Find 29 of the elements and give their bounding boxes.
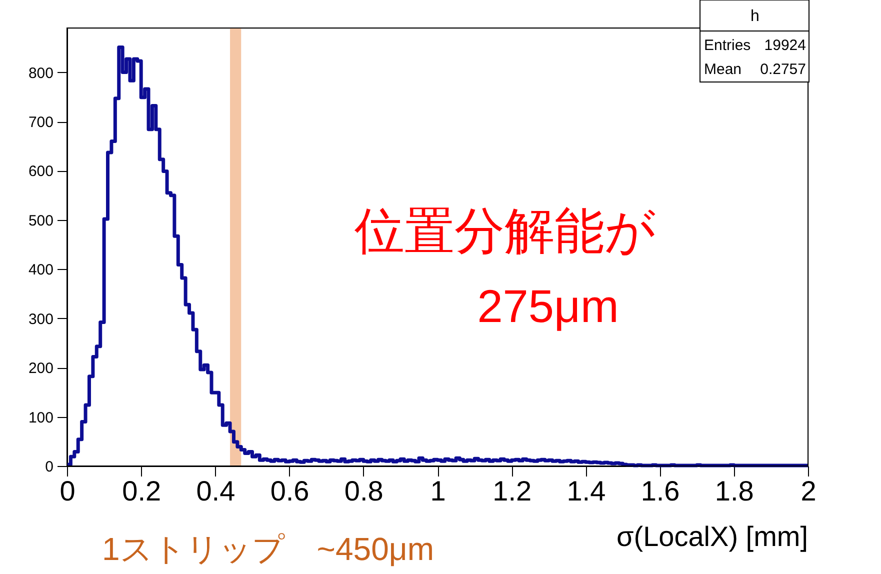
annotation: 275μm bbox=[477, 280, 619, 332]
y-tick-label: 400 bbox=[28, 262, 54, 279]
x-tick-label: 0.8 bbox=[344, 476, 384, 506]
y-tick-label: 100 bbox=[28, 409, 54, 426]
x-tick-label: 1.8 bbox=[714, 476, 754, 506]
annotation: 19924 bbox=[764, 37, 806, 54]
annotation: Entries bbox=[704, 37, 751, 54]
x-tick-label: 1.6 bbox=[640, 476, 680, 506]
x-tick-label: 2 bbox=[800, 476, 816, 506]
text: h bbox=[750, 8, 760, 25]
text: 1ストリップ ~450μm bbox=[102, 531, 434, 567]
y-tick-label: 200 bbox=[28, 360, 54, 378]
x-tick-label: 0.2 bbox=[122, 476, 162, 506]
x-tick-label: 0.6 bbox=[270, 476, 310, 506]
y-tick-label: 300 bbox=[28, 310, 54, 328]
annotation: Mean bbox=[704, 61, 742, 78]
x-tick-label: 1.4 bbox=[566, 476, 606, 506]
x-axis-title: σ(LocalX) [mm] bbox=[616, 521, 808, 552]
y-tick-label: 0 bbox=[45, 458, 54, 476]
x-tick-label: 0 bbox=[60, 476, 76, 506]
annotation: 0.2757 bbox=[760, 61, 806, 78]
y-tick-label: 600 bbox=[28, 163, 54, 180]
x-tick-label: 1 bbox=[430, 476, 446, 506]
y-tick-label: 500 bbox=[28, 212, 54, 230]
y-tick-label: 800 bbox=[28, 64, 54, 82]
x-tick-label: 0.4 bbox=[196, 476, 236, 506]
x-tick-label: 1.2 bbox=[492, 476, 532, 506]
annotation: 位置分解能が bbox=[354, 203, 656, 259]
y-tick-label: 700 bbox=[28, 114, 54, 132]
